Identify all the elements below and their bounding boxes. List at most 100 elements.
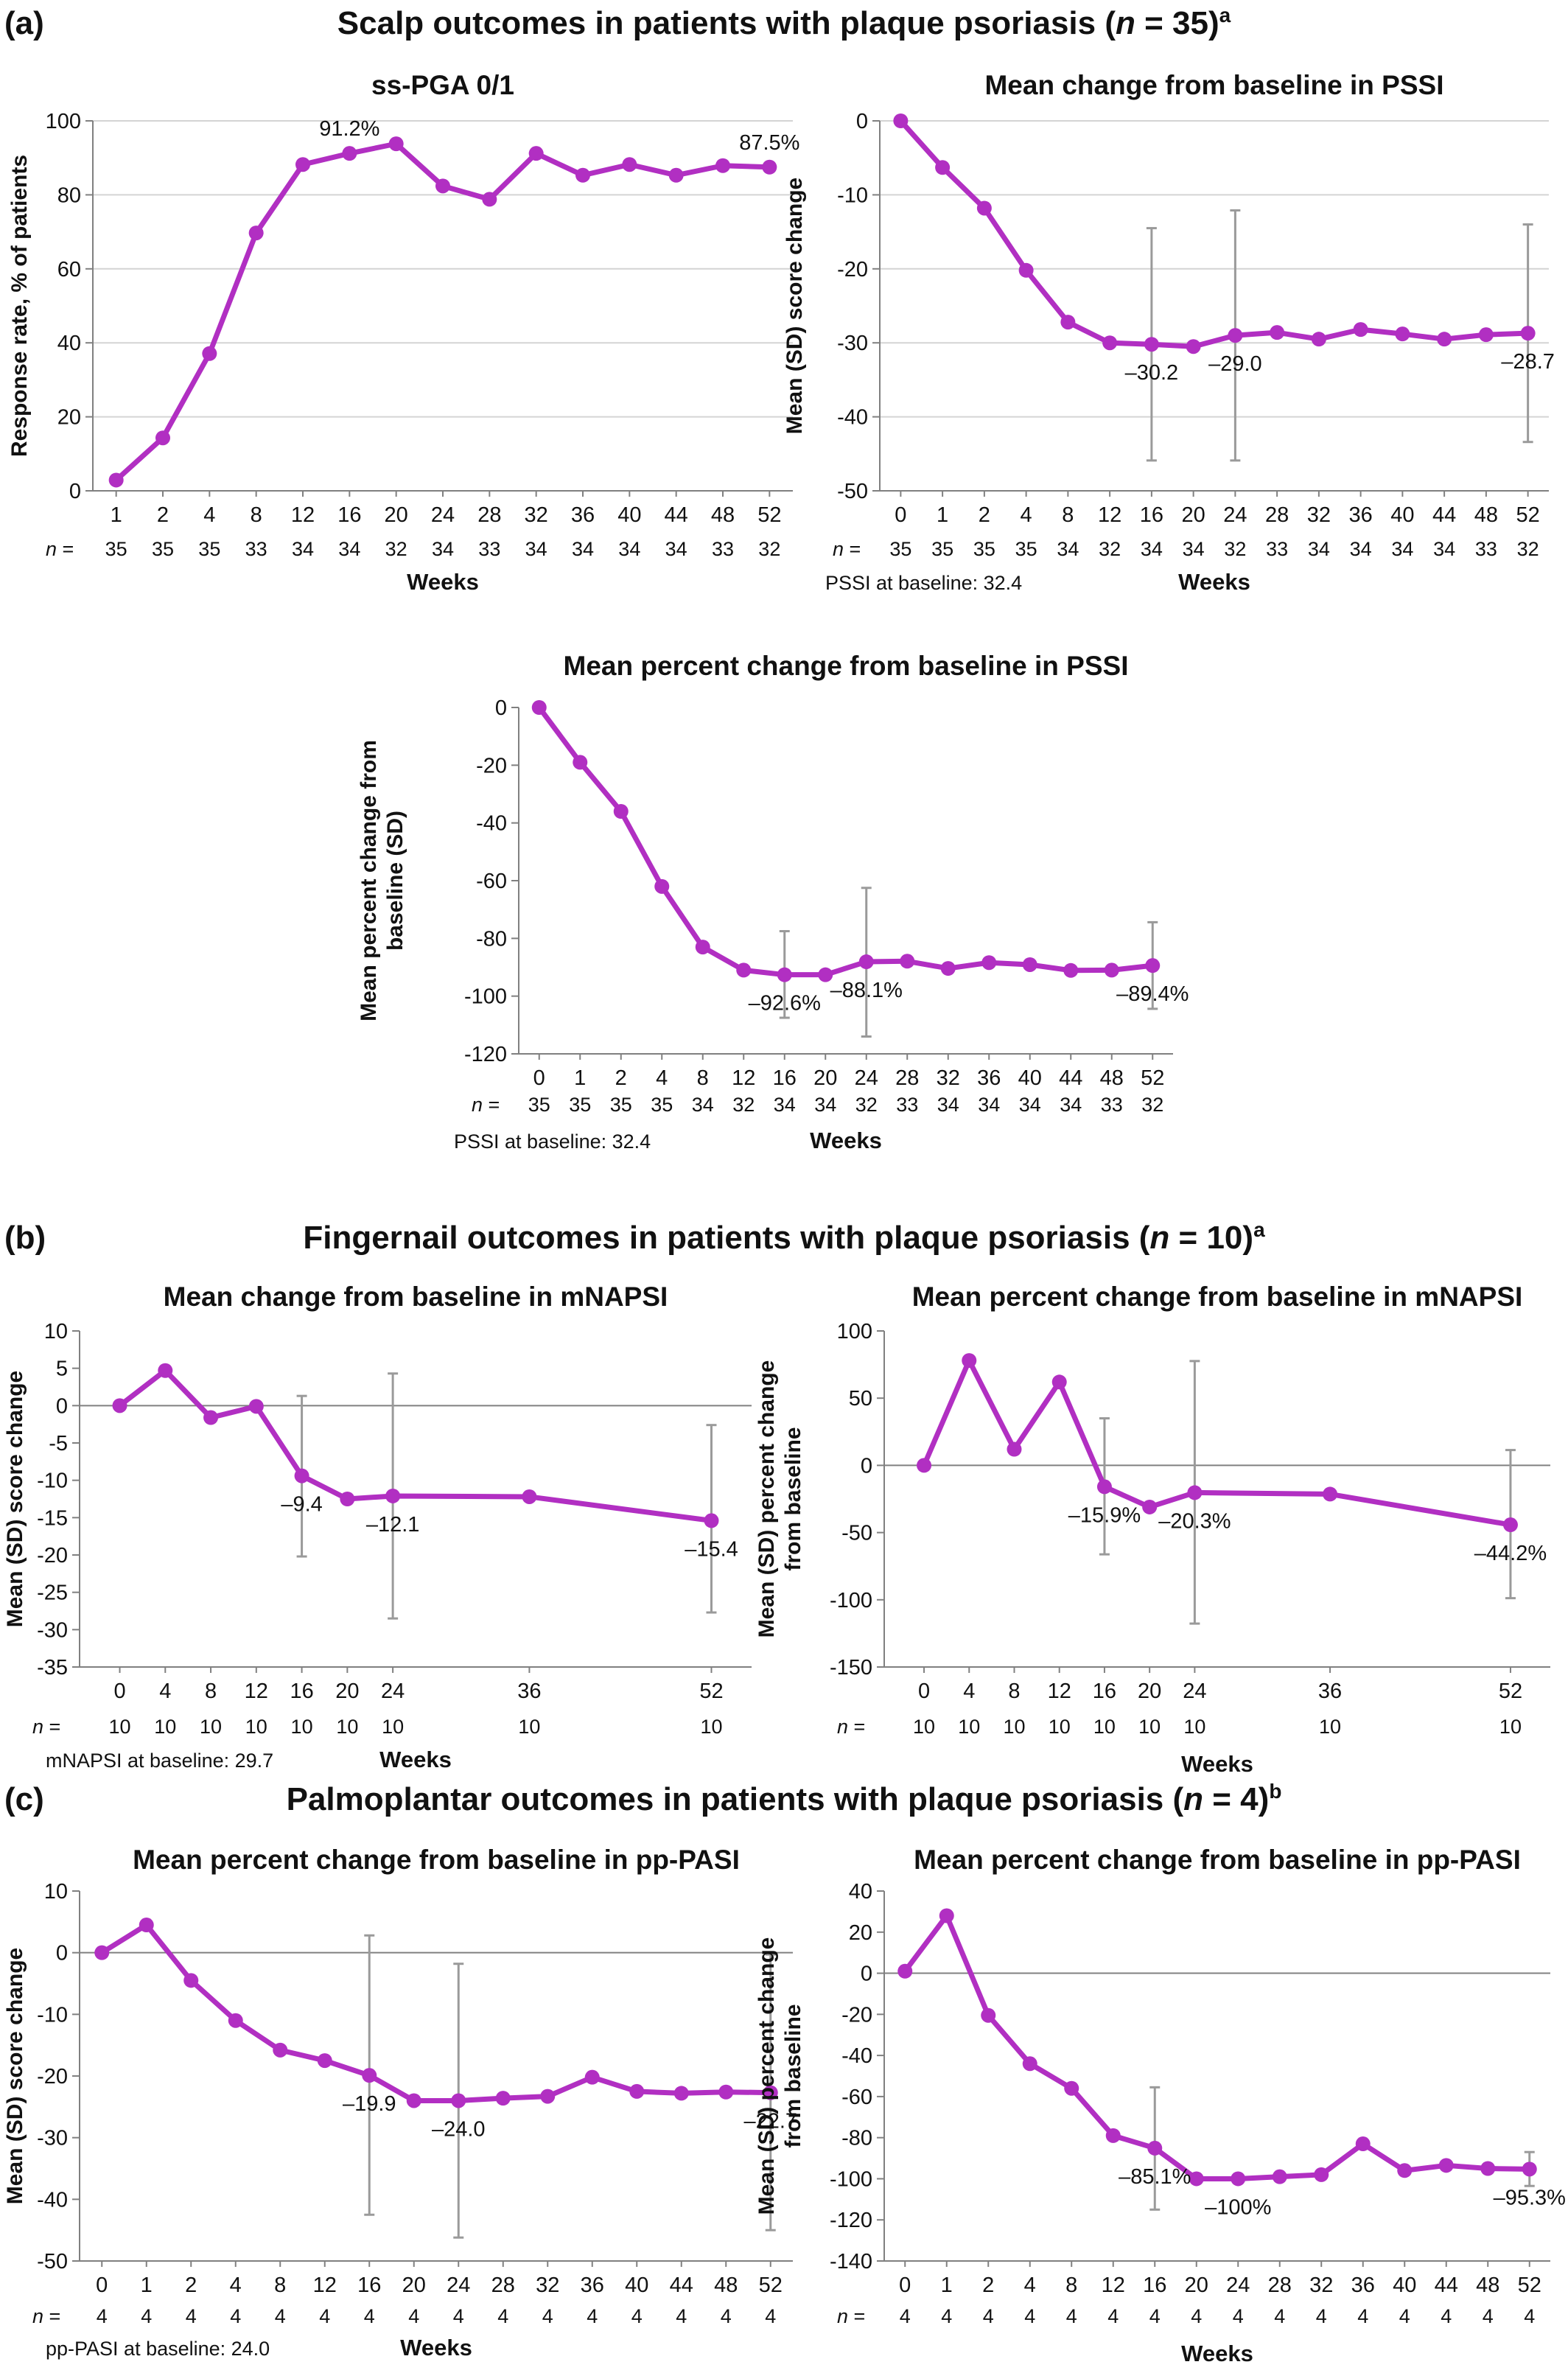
n-value: 32 <box>732 1094 755 1116</box>
y-axis-label: Mean (SD) score change <box>783 178 807 434</box>
data-label: –88.1% <box>830 979 903 1002</box>
x-tick-label: 8 <box>205 1680 217 1703</box>
x-tick-label: 24 <box>447 2274 470 2297</box>
n-value: 34 <box>665 538 687 560</box>
data-point <box>1064 2080 1079 2096</box>
x-tick-label: 40 <box>617 503 641 527</box>
y-tick-label: 0 <box>861 1454 872 1478</box>
x-axis-label: Weeks <box>810 1128 882 1153</box>
chart-c2: Mean percent change from baseline in pp-… <box>755 1845 1566 2366</box>
baseline-note: mNAPSI at baseline: 29.7 <box>46 1750 273 1772</box>
n-value: 10 <box>1138 1716 1161 1738</box>
x-tick-label: 4 <box>230 2274 242 2297</box>
n-value: 35 <box>651 1094 673 1116</box>
data-point <box>1395 326 1410 342</box>
n-value: 35 <box>152 538 174 560</box>
n-value: 4 <box>900 2305 911 2327</box>
x-tick-label: 12 <box>1048 1680 1071 1703</box>
n-value: 34 <box>525 538 547 560</box>
y-tick-label: -5 <box>49 1432 68 1455</box>
y-axis-label: Mean (SD) score change <box>3 1948 27 2204</box>
data-point <box>340 1492 355 1506</box>
data-point <box>629 2083 645 2099</box>
section-b-header: (b) Fingernail outcomes in patients with… <box>4 1218 1265 1256</box>
x-tick-label: 40 <box>1393 2274 1416 2297</box>
x-tick-label: 52 <box>1141 1066 1164 1090</box>
x-tick-label: 4 <box>1024 2274 1036 2297</box>
x-tick-label: 12 <box>245 1680 268 1703</box>
n-value: 10 <box>913 1716 935 1738</box>
data-point <box>1187 1485 1203 1500</box>
section-b-letter: (b) <box>4 1220 46 1256</box>
y-tick-label: -35 <box>37 1656 68 1680</box>
n-value: 4 <box>1107 2305 1119 2327</box>
data-point <box>1437 332 1452 347</box>
y-tick-label: -40 <box>837 406 868 430</box>
y-tick-label: -60 <box>841 2086 872 2109</box>
x-tick-label: 48 <box>1100 1066 1124 1090</box>
data-point <box>1231 2171 1246 2187</box>
n-value: 10 <box>154 1716 176 1738</box>
x-tick-label: 52 <box>759 2274 783 2297</box>
x-tick-label: 36 <box>517 1680 541 1703</box>
x-tick-label: 36 <box>581 2274 604 2297</box>
data-point <box>1438 2158 1454 2173</box>
x-tick-label: 12 <box>1102 2274 1125 2297</box>
data-point <box>342 146 357 161</box>
x-tick-label: 0 <box>918 1680 930 1703</box>
n-row-label: n = <box>472 1094 500 1116</box>
data-point <box>94 1945 110 1960</box>
x-tick-label: 12 <box>1098 503 1121 527</box>
data-point <box>1311 332 1326 347</box>
x-tick-label: 8 <box>1008 1680 1020 1703</box>
n-value: 4 <box>1524 2305 1535 2327</box>
n-value: 35 <box>973 538 995 560</box>
chart-title: Mean percent change from baseline in PSS… <box>564 651 1129 681</box>
data-point <box>1272 2169 1287 2184</box>
chart-b1: Mean change from baseline in mNAPSI -35 -3… <box>3 1282 752 1772</box>
x-tick-label: 44 <box>1432 503 1456 527</box>
data-point <box>1018 262 1034 278</box>
data-point <box>528 146 544 161</box>
y-tick-label: -100 <box>830 2167 872 2191</box>
data-point <box>573 755 588 770</box>
data-point <box>294 1468 309 1483</box>
n-value: 34 <box>1308 538 1330 560</box>
data-point <box>451 2093 466 2108</box>
chart-title: Mean change from baseline in PSSI <box>984 70 1443 100</box>
data-point <box>495 2091 511 2106</box>
data-point <box>962 1353 977 1369</box>
data-point <box>1063 962 1079 978</box>
x-tick-label: 52 <box>757 503 781 527</box>
n-value: 32 <box>385 538 407 560</box>
data-point <box>736 962 752 978</box>
n-value: 4 <box>1191 2305 1202 2327</box>
section-c-letter: (c) <box>4 1781 44 1817</box>
data-point <box>1186 339 1201 354</box>
y-axis-label: Mean (SD) score change <box>3 1371 27 1627</box>
y-tick-label: 100 <box>837 1320 872 1343</box>
x-tick-label: 20 <box>1185 2274 1208 2297</box>
x-tick-label: 52 <box>1499 1680 1522 1703</box>
n-value: 4 <box>364 2305 375 2327</box>
n-value: 4 <box>1483 2305 1494 2327</box>
section-a-title: Scalp outcomes in patients with plaque p… <box>337 4 1231 41</box>
x-tick-label: 28 <box>1268 2274 1292 2297</box>
data-label: –19.9 <box>343 2092 396 2116</box>
n-row-label: n = <box>837 1716 865 1738</box>
data-point <box>1314 2167 1329 2182</box>
n-value: 34 <box>774 1094 796 1116</box>
x-tick-label: 16 <box>337 503 361 527</box>
n-row-label: n = <box>32 2305 60 2327</box>
n-value: 4 <box>542 2305 553 2327</box>
x-tick-label: 4 <box>1021 503 1032 527</box>
x-tick-label: 16 <box>290 1680 313 1703</box>
data-point <box>108 472 124 488</box>
n-value: 34 <box>338 538 360 560</box>
data-point <box>1522 2161 1537 2177</box>
data-point <box>1105 2128 1121 2143</box>
n-value: 33 <box>1475 538 1497 560</box>
y-tick-label: -20 <box>37 1544 68 1568</box>
